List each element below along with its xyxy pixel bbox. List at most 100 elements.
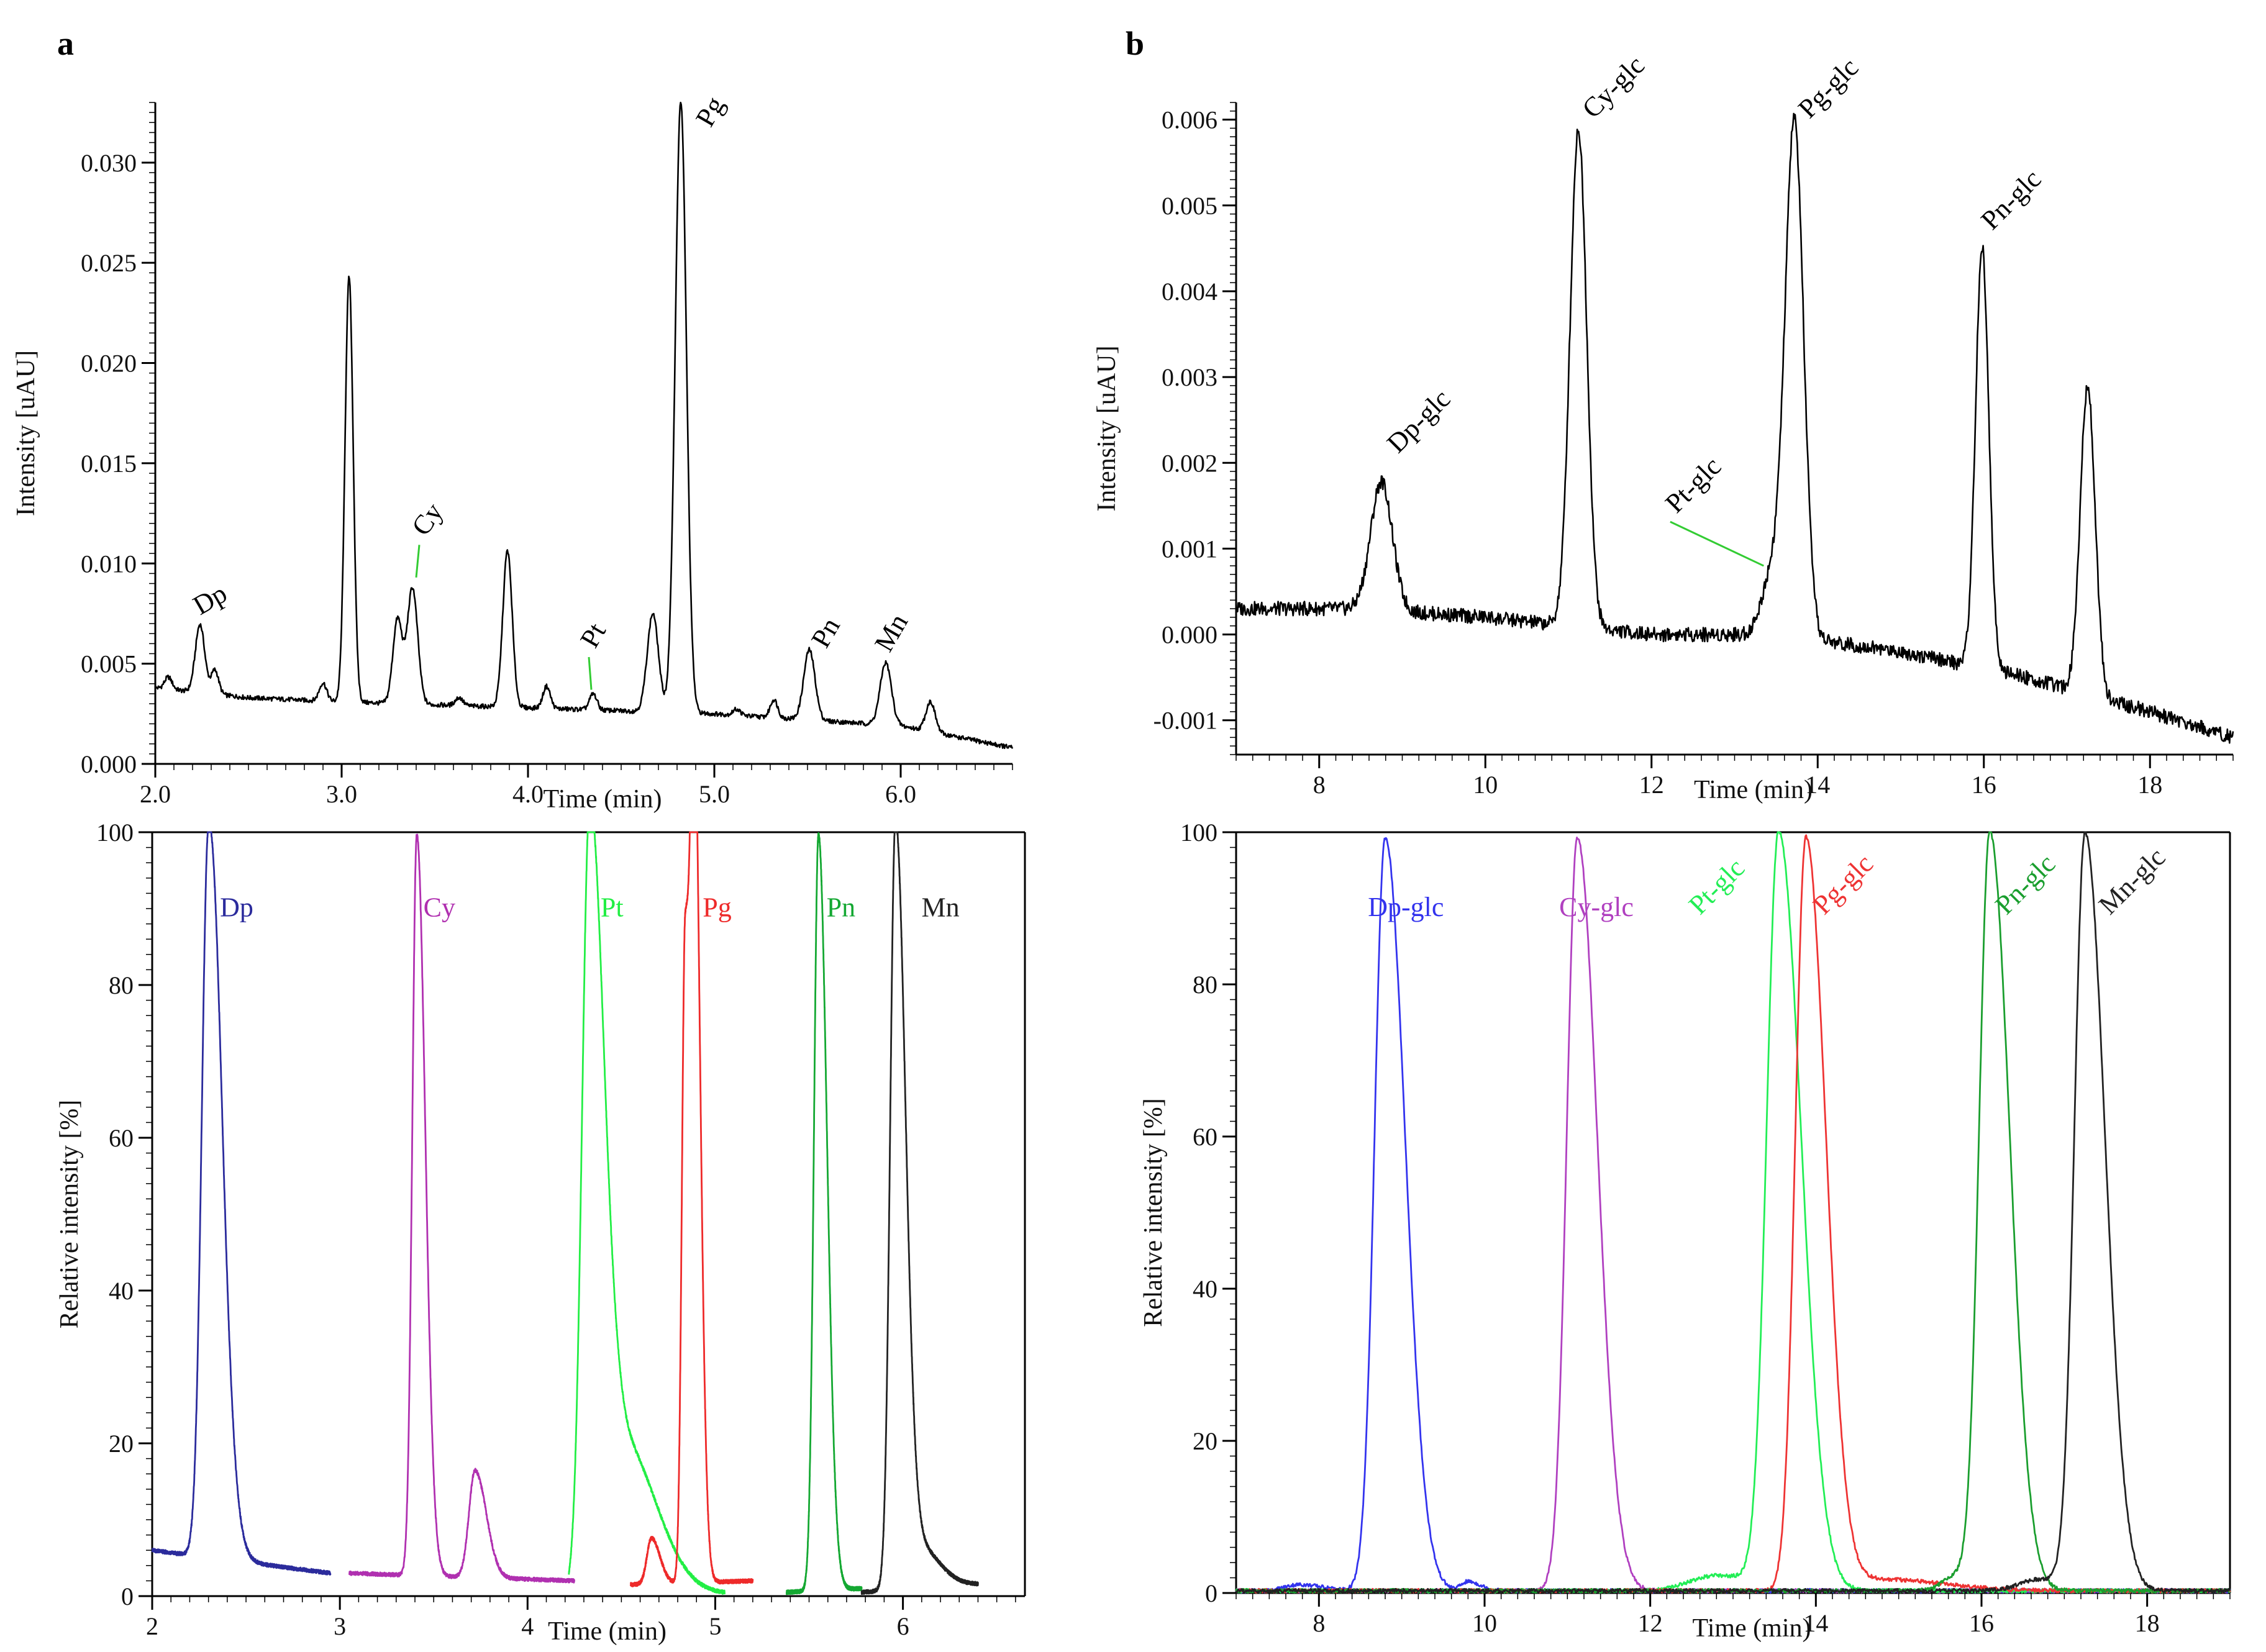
y-tick-label: 0.003 (1162, 363, 1217, 391)
peak-label-dp: Dp (220, 892, 253, 922)
x-tick-label: 12 (1639, 771, 1664, 799)
series-Pn (785, 832, 863, 1595)
x-tick-label: 6 (897, 1612, 909, 1640)
peak-label-dp-glc: Dp-glc (1381, 383, 1456, 458)
y-tick-label: 0 (1205, 1579, 1217, 1607)
y-tick-label: 80 (109, 971, 134, 999)
x-tick-label: 16 (1969, 1609, 1994, 1637)
x-axis-title: Time (min) (544, 785, 662, 814)
x-axis-title: Time (min) (548, 1617, 667, 1646)
series-Pg (630, 831, 754, 1587)
series-Pn-glc (1235, 831, 2231, 1594)
x-tick-label: 16 (1972, 771, 1996, 799)
chart-b_bottom: 0 20 40 60 80 100 8 10 12 14 16 18 Time (min) Relativ… (1139, 819, 2231, 1643)
y-axis-title: Intensity [uAU] (1093, 345, 1121, 511)
y-tick-label: 80 (1193, 971, 1217, 999)
peak-label-mn: Mn (868, 609, 914, 656)
peak-label-dp-glc: Dp-glc (1368, 892, 1444, 922)
x-tick-label: 5.0 (699, 780, 730, 808)
y-tick-label: 0.020 (81, 350, 137, 378)
x-tick-label: 3 (334, 1612, 346, 1640)
x-axis-title: Time (min) (1694, 776, 1813, 804)
leader-line (588, 656, 593, 690)
y-tick-label: 100 (1180, 819, 1217, 846)
peak-label-pn-glc: Pn-glc (1975, 163, 2047, 235)
peak-label-pn: Pn (805, 612, 846, 653)
series-Cy-glc (1235, 837, 2231, 1594)
x-tick-label: 14 (1805, 771, 1830, 799)
x-tick-label: 18 (2137, 771, 2162, 799)
y-tick-label: 0.000 (81, 750, 137, 778)
panel-label-a: a (57, 25, 74, 62)
y-tick-label: 60 (1193, 1123, 1217, 1151)
y-tick-label: 0.025 (81, 249, 137, 277)
series-Pg-glc (1235, 834, 2231, 1594)
peak-label-pg: Pg (703, 892, 731, 922)
series-Dp-glc (1235, 837, 2231, 1594)
x-tick-label: 8 (1313, 1609, 1325, 1637)
peak-label-pg-glc: Pg-glc (1792, 52, 1864, 124)
x-tick-label: 10 (1473, 771, 1498, 799)
y-axis-title: Intensity [uAU] (12, 350, 40, 516)
x-tick-label: 10 (1472, 1609, 1497, 1637)
peak-label-pg: Pg (689, 91, 730, 132)
y-tick-label: 20 (1193, 1427, 1217, 1455)
x-tick-label: 6.0 (885, 780, 916, 808)
series-chromatogram (1235, 112, 2234, 744)
y-tick-label: 40 (109, 1277, 134, 1305)
series-Cy (348, 833, 575, 1584)
y-tick-label: -0.001 (1153, 707, 1217, 735)
x-tick-label: 5 (709, 1612, 721, 1640)
peak-label-mn-glc: Mn-glc (2093, 842, 2171, 920)
peak-label-cy: Cy (406, 497, 449, 541)
y-tick-label: 40 (1193, 1275, 1217, 1303)
peak-label-cy: Cy (424, 892, 455, 922)
peak-label-pt: Pt (601, 892, 624, 922)
series-chromatogram (154, 101, 1014, 750)
series-Pt (568, 831, 726, 1595)
x-tick-label: 8 (1313, 771, 1326, 799)
x-tick-label: 2.0 (140, 780, 171, 808)
y-tick-label: 0.004 (1162, 278, 1217, 306)
y-tick-label: 0.006 (1162, 106, 1217, 134)
charts: 0.000 0.005 0.010 0.015 0.020 0.025 0.030 2.0 3.… (12, 50, 2234, 1646)
y-tick-label: 0.030 (81, 149, 137, 177)
peak-label-cy-glc: Cy-glc (1577, 50, 1650, 124)
y-tick-label: 0.010 (81, 550, 137, 578)
peak-label-pt: Pt (574, 618, 612, 653)
series-Mn-glc (1235, 831, 2231, 1594)
peak-label-cy-glc: Cy-glc (1559, 892, 1634, 922)
chart-a_bottom: 0 20 40 60 80 100 2 3 4 5 6 Time (min) Relative inte… (55, 819, 1026, 1646)
y-tick-label: 100 (96, 819, 134, 846)
leader-line (1670, 520, 1764, 567)
x-tick-label: 18 (2135, 1609, 2160, 1637)
peak-label-dp: Dp (188, 578, 232, 621)
y-tick-label: 20 (109, 1430, 134, 1458)
chart-b_top: -0.001 0.000 0.001 0.002 0.003 0.004 0.005 0.00… (1093, 50, 2234, 804)
y-tick-label: 0.001 (1162, 535, 1217, 563)
x-tick-label: 3.0 (326, 780, 357, 808)
x-tick-label: 12 (1638, 1609, 1663, 1637)
x-axis-title: Time (min) (1693, 1614, 1811, 1643)
x-tick-label: 2 (146, 1612, 158, 1640)
y-tick-label: 0.005 (81, 650, 137, 678)
x-tick-label: 4 (521, 1612, 534, 1640)
leader-line (415, 545, 421, 578)
series-Mn (860, 831, 979, 1595)
y-tick-label: 0.015 (81, 450, 137, 478)
chart-a_top: 0.000 0.005 0.010 0.015 0.020 0.025 0.030 2.0 3.… (12, 91, 1014, 814)
peak-label-pn-glc: Pn-glc (1989, 848, 2061, 920)
x-tick-label: 14 (1803, 1609, 1828, 1637)
x-tick-label: 4.0 (512, 780, 544, 808)
panel-label-b: b (1126, 25, 1144, 62)
y-tick-label: 0.000 (1162, 621, 1217, 649)
peak-label-pn: Pn (827, 892, 855, 922)
peak-label-pt-glc: Pt-glc (1659, 451, 1727, 519)
peak-label-mn: Mn (921, 892, 959, 922)
y-axis-title: Relative intensity [%] (55, 1100, 84, 1329)
y-tick-label: 0.005 (1162, 192, 1217, 220)
y-tick-label: 0.002 (1162, 449, 1217, 477)
y-tick-label: 0 (121, 1582, 134, 1610)
peak-label-pt-glc: Pt-glc (1683, 853, 1750, 920)
